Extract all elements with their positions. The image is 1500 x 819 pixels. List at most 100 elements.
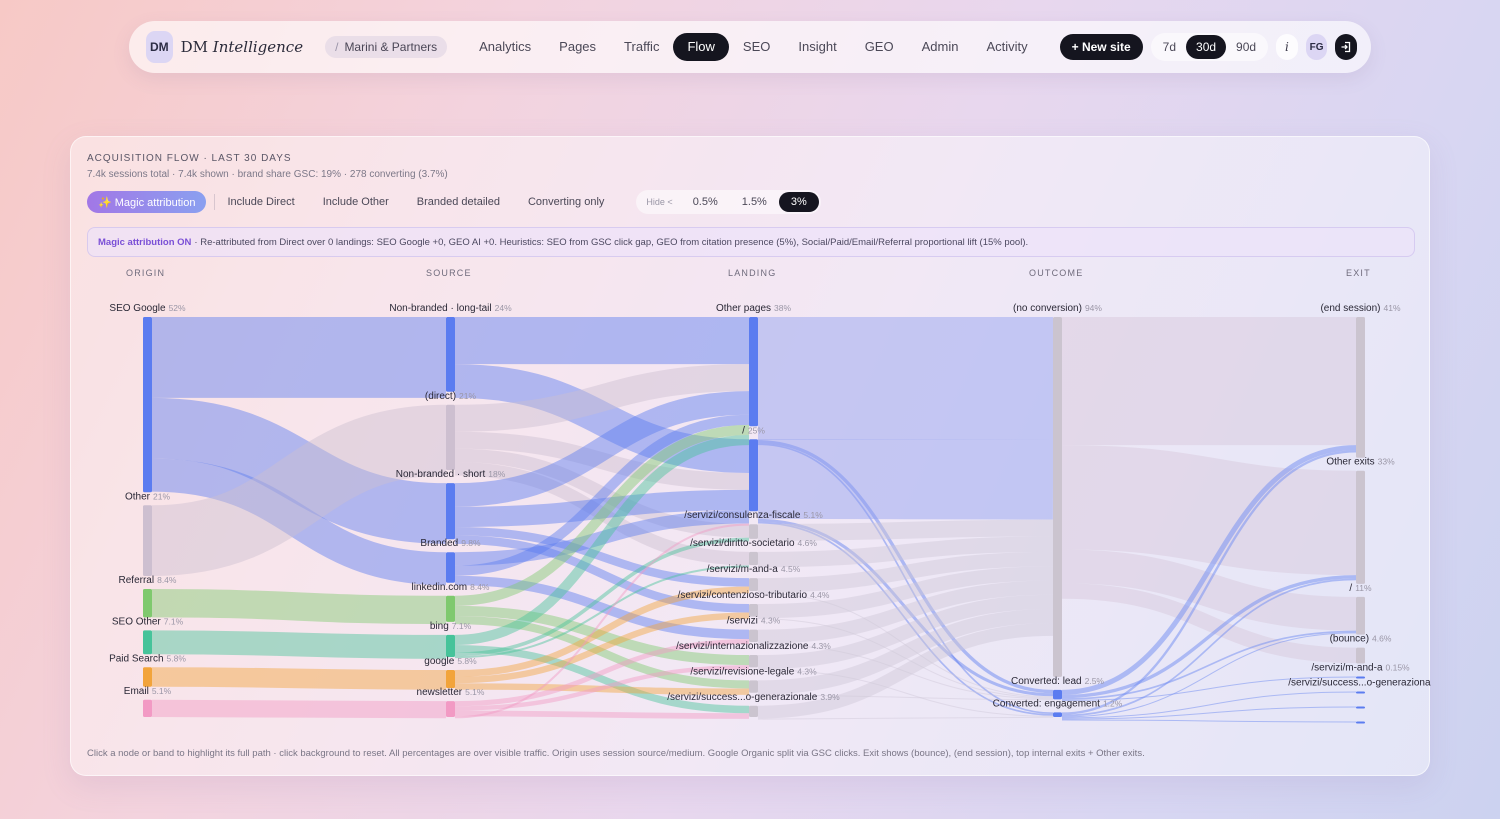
flow-band-s_bing-to-l_other[interactable] (454, 434, 750, 646)
flow-band-s_short-to-l_other[interactable] (454, 391, 750, 507)
node-s_news[interactable] (446, 701, 455, 717)
tab-seo[interactable]: SEO (742, 39, 771, 54)
flow-band-l_root-to-c_eng[interactable] (757, 521, 1054, 716)
flow-band-l_sg-to-c_none[interactable] (757, 623, 1054, 719)
node-s_google[interactable] (446, 670, 455, 689)
tab-pages[interactable]: Pages (559, 39, 597, 54)
flow-band-l_cf-to-c_none[interactable] (757, 519, 1054, 542)
flow-band-s_short-to-l_ma[interactable] (454, 526, 750, 587)
branded-detailed-toggle[interactable]: Branded detailed (416, 196, 500, 208)
flow-band-c_lead-to-e_other[interactable] (1061, 575, 1357, 699)
range-7d[interactable]: 7d (1162, 40, 1177, 54)
node-e_ma[interactable] (1356, 676, 1365, 679)
flow-band-c_eng-to-e_x2[interactable] (1061, 719, 1357, 723)
node-e_x2[interactable] (1356, 721, 1365, 724)
flow-band-s_news-to-l_sg[interactable] (454, 710, 750, 719)
flow-band-o_ref-to-s_li[interactable] (151, 589, 447, 625)
flow-band-o_seo-to-s_short[interactable] (151, 397, 447, 544)
flow-band-c_eng-to-e_root[interactable] (1061, 632, 1357, 718)
include-direct-toggle[interactable]: Include Direct (227, 196, 295, 208)
flow-band-c_eng-to-e_x1[interactable] (1061, 706, 1357, 720)
tab-activity[interactable]: Activity (986, 39, 1028, 54)
flow-band-c_lead-to-e_end[interactable] (1061, 445, 1357, 695)
sankey-chart[interactable]: SEO Google 52%Other 21%Referral 8.4%SEO Oth… (71, 137, 1431, 777)
node-c_eng[interactable] (1053, 712, 1062, 717)
tab-traffic[interactable]: Traffic (624, 39, 660, 54)
flow-band-s_google-to-l_ma[interactable] (454, 586, 750, 677)
range-90d[interactable]: 90d (1236, 40, 1257, 54)
breadcrumb-client[interactable]: / Marini & Partners (325, 36, 448, 58)
hide-option-3pct[interactable]: 3% (778, 192, 819, 212)
new-site-button[interactable]: + New site (1059, 34, 1143, 60)
user-avatar[interactable]: FG (1305, 34, 1328, 60)
flow-band-s_li-to-l_int[interactable] (454, 605, 750, 666)
flow-band-c_none-to-e_other[interactable] (1061, 445, 1357, 576)
flow-band-c_lead-to-e_root[interactable] (1061, 630, 1357, 700)
tab-geo[interactable]: GEO (864, 39, 894, 54)
node-e_sg[interactable] (1356, 691, 1365, 694)
node-l_sg[interactable] (749, 705, 758, 717)
flow-band-c_none-to-e_bounce[interactable] (1061, 583, 1357, 664)
node-s_direct[interactable] (446, 404, 455, 471)
flow-band-c_lead-to-e_ma[interactable] (1061, 676, 1357, 701)
flow-band-s_news-to-l_int[interactable] (454, 665, 750, 711)
tab-flow[interactable]: Flow (673, 33, 729, 61)
flow-band-l_rl-to-c_lead[interactable] (757, 694, 1054, 701)
flow-band-s_direct-to-l_other[interactable] (454, 364, 750, 432)
node-s_short[interactable] (446, 483, 455, 540)
node-l_rl[interactable] (749, 680, 758, 693)
flow-band-s_long-to-l_root[interactable] (454, 364, 750, 473)
flow-band-s_google-to-l_ct[interactable] (454, 612, 750, 684)
flow-band-o_email-to-s_news[interactable] (151, 699, 447, 719)
flow-band-l_other-to-c_eng[interactable] (757, 443, 1054, 715)
flow-band-l_root-to-c_none[interactable] (757, 439, 1054, 520)
flow-band-c_eng-to-e_end[interactable] (1061, 450, 1357, 715)
flow-band-s_google-to-l_rl[interactable] (454, 683, 750, 695)
flow-band-o_seo-to-s_brand[interactable] (151, 458, 447, 586)
node-o_email[interactable] (143, 699, 152, 717)
flow-band-l_ct-to-c_lead[interactable] (757, 618, 1054, 699)
magic-attribution-toggle[interactable]: ✨ Magic attribution (87, 191, 207, 213)
flow-band-s_direct-to-l_cf[interactable] (454, 448, 750, 538)
logo-badge[interactable]: DM (146, 31, 173, 63)
include-other-toggle[interactable]: Include Other (322, 196, 389, 208)
node-s_long[interactable] (446, 317, 455, 392)
flow-band-l_serv-to-c_none[interactable] (757, 580, 1054, 644)
flow-band-s_short-to-l_root[interactable] (454, 489, 750, 527)
tab-admin[interactable]: Admin (921, 39, 959, 54)
flow-band-s_short-to-l_ct[interactable] (454, 535, 750, 613)
logout-icon[interactable] (1335, 34, 1357, 60)
node-l_ct[interactable] (749, 604, 758, 617)
flow-band-s_brand-to-l_other[interactable] (454, 414, 750, 576)
node-o_seoo[interactable] (143, 630, 152, 655)
node-l_other[interactable] (749, 317, 758, 427)
converting-only-toggle[interactable]: Converting only (527, 196, 605, 208)
node-o_ref[interactable] (143, 589, 152, 618)
flow-band-l_sg-to-c_eng[interactable] (757, 716, 1054, 720)
node-e_other[interactable] (1356, 470, 1365, 584)
flow-band-s_bing-to-l_sg[interactable] (454, 645, 750, 714)
flow-band-s_bing-to-l_ds[interactable] (454, 565, 750, 659)
flow-band-l_ma-to-c_lead[interactable] (757, 592, 1054, 698)
flow-band-o_seoo-to-s_bing[interactable] (151, 630, 447, 659)
flow-band-o_paid-to-s_google[interactable] (151, 667, 447, 690)
node-c_none[interactable] (1053, 317, 1062, 677)
flow-band-c_eng-to-e_other[interactable] (1061, 578, 1357, 717)
flow-band-s_li-to-l_other[interactable] (454, 424, 750, 606)
node-o_paid[interactable] (143, 667, 152, 687)
node-l_root[interactable] (749, 439, 758, 512)
node-s_brand[interactable] (446, 552, 455, 583)
hide-option-0-5pct[interactable]: 0.5% (692, 196, 718, 208)
flow-band-l_serv-to-c_lead[interactable] (757, 643, 1054, 700)
flow-band-l_int-to-c_eng[interactable] (757, 669, 1054, 717)
flow-band-s_direct-to-l_ds[interactable] (454, 462, 750, 566)
node-e_bounce[interactable] (1356, 647, 1365, 664)
node-o_seo[interactable] (143, 317, 152, 493)
flow-band-l_root-to-c_lead[interactable] (757, 518, 1054, 697)
node-l_int[interactable] (749, 655, 758, 668)
range-30d[interactable]: 30d (1186, 35, 1227, 59)
tab-insight[interactable]: Insight (798, 39, 837, 54)
node-l_ds[interactable] (749, 551, 758, 566)
flow-band-s_news-to-l_root[interactable] (454, 523, 750, 719)
flow-band-c_none-to-e_root[interactable] (1061, 549, 1357, 631)
